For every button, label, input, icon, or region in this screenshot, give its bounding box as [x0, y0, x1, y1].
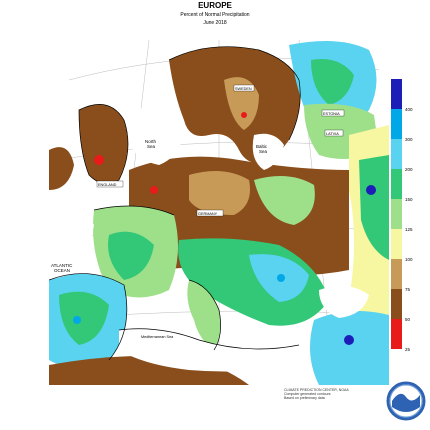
label-estonia: ESTONIA — [323, 112, 340, 116]
legend-label: 125 — [405, 227, 413, 232]
legend-swatch — [391, 199, 402, 229]
black-sea — [319, 286, 369, 318]
legend-swatch — [391, 289, 402, 319]
map-labels: North Sea Baltic Sea ATLANTIC OCEAN Mediter… — [51, 84, 345, 339]
precip-legend: 400 300 200 150 125 100 75 50 25 — [391, 79, 430, 352]
credit-line-2: Computer generated contours — [284, 392, 331, 396]
alps-balkans-field — [178, 238, 329, 326]
credit-line-1: CLIMATE PREDICTION CENTER, NOAA — [284, 388, 349, 392]
legend-label: 100 — [405, 257, 413, 262]
latvia-box — [324, 129, 344, 137]
wet-spot-balkans — [277, 274, 285, 282]
wet-spot-russia — [366, 185, 376, 195]
mediterranean-sea — [119, 328, 309, 372]
sweden-box — [233, 84, 255, 92]
legend-label: 75 — [405, 287, 411, 292]
north-sea — [129, 107, 184, 165]
map-subtitle: Percent of Normal Precipitation — [180, 12, 250, 18]
russia-wet — [359, 155, 389, 260]
legend-swatch — [391, 109, 402, 139]
legend-label: 200 — [405, 167, 413, 172]
legend-label: 400 — [405, 107, 413, 112]
coastlines — [49, 46, 301, 361]
legend-swatch — [391, 259, 402, 289]
extreme-spots — [73, 112, 376, 345]
uk-field — [79, 104, 128, 184]
wet-spot-iberia — [73, 316, 81, 324]
dry-spot-baltic — [241, 112, 247, 118]
legend-swatch — [391, 319, 402, 349]
label-atlantic: ATLANTIC OCEAN — [51, 263, 73, 273]
label-med: Mediterranean Sea — [141, 335, 174, 339]
label-baltic-1: Baltic — [256, 144, 268, 149]
label-germany: GERMANY — [198, 212, 218, 216]
france-wet — [108, 231, 154, 280]
label-baltic-2: Sea — [259, 149, 268, 154]
map-region-title: EUROPE — [198, 1, 232, 10]
credit-line-3: Based on preliminary data — [284, 396, 325, 400]
baltic-sea — [252, 133, 284, 170]
legend-label: 150 — [405, 197, 413, 202]
england-box — [96, 180, 124, 188]
iberia-green — [59, 291, 109, 345]
legend-label: 50 — [405, 317, 411, 322]
map-period: June 2018 — [203, 20, 227, 26]
label-north-sea: North Sea — [145, 139, 157, 149]
legend-swatch — [391, 169, 402, 199]
estonia-box — [321, 109, 345, 117]
label-north-sea-2: Sea — [147, 144, 156, 149]
seas — [49, 107, 369, 372]
label-sweden: SWEDEN — [235, 87, 252, 91]
noaa-logo-icon — [386, 381, 426, 421]
legend-swatch — [391, 139, 402, 169]
germany-dry — [189, 171, 250, 215]
atlantic-ocean — [49, 195, 94, 280]
dry-spot-france — [150, 186, 158, 194]
turkey-field — [310, 311, 389, 385]
label-atlantic-2: OCEAN — [54, 268, 70, 273]
legend-swatch — [391, 229, 402, 259]
legend-swatch — [391, 79, 402, 109]
label-latvia: LATVIA — [326, 132, 339, 136]
legend-label: 300 — [405, 137, 413, 142]
label-england: ENGLAND — [98, 183, 117, 187]
germany-box — [196, 209, 224, 217]
ireland-field — [49, 147, 74, 190]
dry-spot-uk — [94, 155, 104, 165]
legend-label: 25 — [405, 347, 411, 352]
poland-wet — [254, 176, 315, 225]
label-atlantic-1: ATLANTIC — [51, 263, 73, 268]
precipitation-map: North Sea Baltic Sea ATLANTIC OCEAN Mediter… — [49, 40, 389, 385]
wet-spot-turkey — [344, 335, 354, 345]
credit-block: CLIMATE PREDICTION CENTER, NOAA Computer… — [284, 388, 384, 400]
label-baltic-sea: Baltic Sea — [256, 144, 268, 154]
finland-green — [311, 59, 354, 105]
label-north-sea-1: North — [145, 139, 157, 144]
